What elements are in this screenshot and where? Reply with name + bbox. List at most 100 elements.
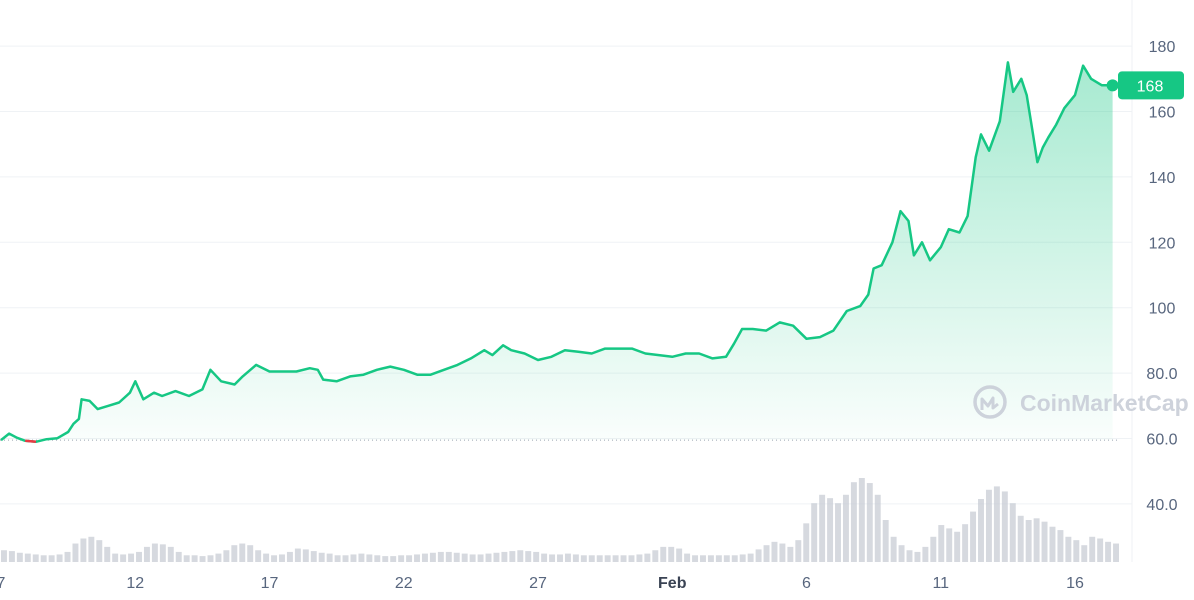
volume-bar <box>350 554 357 562</box>
price-line-below-open <box>25 439 37 444</box>
volume-bar <box>334 555 341 562</box>
volume-bar <box>1 550 7 562</box>
x-tick-label: 11 <box>932 575 949 592</box>
volume-bar <box>604 555 611 562</box>
volume-bar <box>882 520 889 562</box>
volume-bar <box>461 553 468 562</box>
volume-bar <box>803 523 810 562</box>
price-area-fill <box>1 62 1113 442</box>
volume-bar <box>279 554 285 562</box>
volume-bar <box>382 556 389 562</box>
volume-bar <box>421 553 428 562</box>
volume-bar <box>962 524 969 562</box>
y-tick-label: 140 <box>1149 170 1176 187</box>
volume-bar <box>842 494 849 562</box>
volume-bar <box>96 540 103 562</box>
volume-bar <box>151 543 158 562</box>
x-tick-label: 17 <box>261 575 279 592</box>
x-tick-label: 7 <box>0 575 6 592</box>
volume-bar <box>819 494 826 562</box>
volume-bar <box>64 551 71 562</box>
volume-bar <box>517 550 524 562</box>
volume-bar <box>549 554 556 562</box>
volume-bar <box>779 543 786 562</box>
y-tick-label: 60.0 <box>1146 432 1177 449</box>
volume-bar <box>1073 540 1080 562</box>
x-tick-label: 16 <box>1066 575 1084 592</box>
volume-bar <box>644 553 651 562</box>
volume-bar <box>318 552 325 562</box>
volume-bar <box>128 553 135 562</box>
volume-bar <box>588 555 595 562</box>
volume-bar <box>541 553 548 562</box>
volume-bar <box>374 555 381 562</box>
volume-bar <box>183 555 190 562</box>
volume-bar <box>445 551 452 562</box>
last-price-dot[interactable] <box>1106 79 1119 92</box>
volume-bar <box>477 554 484 562</box>
volume-bar <box>612 555 619 562</box>
volume-bar <box>1033 518 1040 562</box>
y-tick-label: 180 <box>1149 39 1176 56</box>
volume-bar <box>525 551 532 562</box>
volume-bar <box>1017 515 1024 562</box>
volume-bar <box>858 478 865 562</box>
volume-bar <box>159 544 166 562</box>
volume-bar <box>390 556 397 562</box>
volume-bar <box>136 551 142 562</box>
volume-bar <box>191 555 198 562</box>
volume-bar <box>596 555 603 562</box>
volume-bar <box>358 553 365 562</box>
volume-bar <box>755 549 762 562</box>
volume-bar <box>1097 538 1104 562</box>
x-tick-label: 6 <box>802 575 811 592</box>
volume-bar <box>954 531 961 562</box>
x-tick-label: Feb <box>658 575 687 592</box>
volume-bar <box>120 554 127 562</box>
y-tick-label: 100 <box>1149 301 1176 318</box>
volume-bar <box>970 511 977 562</box>
volume-bar <box>239 543 246 562</box>
volume-bar <box>636 554 643 562</box>
volume-bar <box>247 545 254 562</box>
coinmarketcap-logo-icon <box>973 385 1007 419</box>
volume-bar <box>978 499 984 562</box>
volume-bar <box>557 554 563 562</box>
y-tick-label: 120 <box>1149 235 1176 252</box>
volume-bar <box>628 555 635 562</box>
last-price-badge-bg <box>1118 71 1184 100</box>
volume-bar <box>1089 536 1096 562</box>
y-tick-label: 160 <box>1149 105 1176 122</box>
volume-bar <box>199 556 206 562</box>
volume-bar <box>429 552 436 562</box>
volume-bar <box>580 555 587 562</box>
volume-bar <box>24 553 31 562</box>
volume-bar <box>56 554 63 562</box>
volume-bar <box>898 545 905 562</box>
volume-bar <box>985 489 992 562</box>
volume-bar <box>660 546 667 562</box>
volume-bar <box>723 555 730 562</box>
volume-bar <box>326 553 333 562</box>
volume-bar <box>175 551 182 562</box>
volume-bar <box>930 536 937 562</box>
volume-bar <box>946 528 953 562</box>
volume-bar <box>72 543 79 562</box>
volume-bar <box>1065 536 1072 562</box>
volume-bar <box>922 546 929 562</box>
x-axis-ticks: 7 12 17 22 27 Feb 6 11 16 <box>0 575 1084 592</box>
volume-bars <box>1 478 1119 562</box>
volume-bar <box>398 555 405 562</box>
volume-bar <box>1025 520 1032 562</box>
volume-bar <box>827 498 834 562</box>
x-tick-label: 22 <box>395 575 413 592</box>
volume-bar <box>795 540 802 562</box>
volume-bar <box>533 551 540 562</box>
volume-bar <box>509 551 516 562</box>
volume-bar <box>32 554 39 562</box>
volume-bar <box>501 551 508 562</box>
coinmarketcap-watermark: CoinMarketCap <box>973 385 1189 419</box>
volume-bar <box>668 546 675 562</box>
volume-bar <box>310 551 317 562</box>
volume-bar <box>112 553 119 562</box>
